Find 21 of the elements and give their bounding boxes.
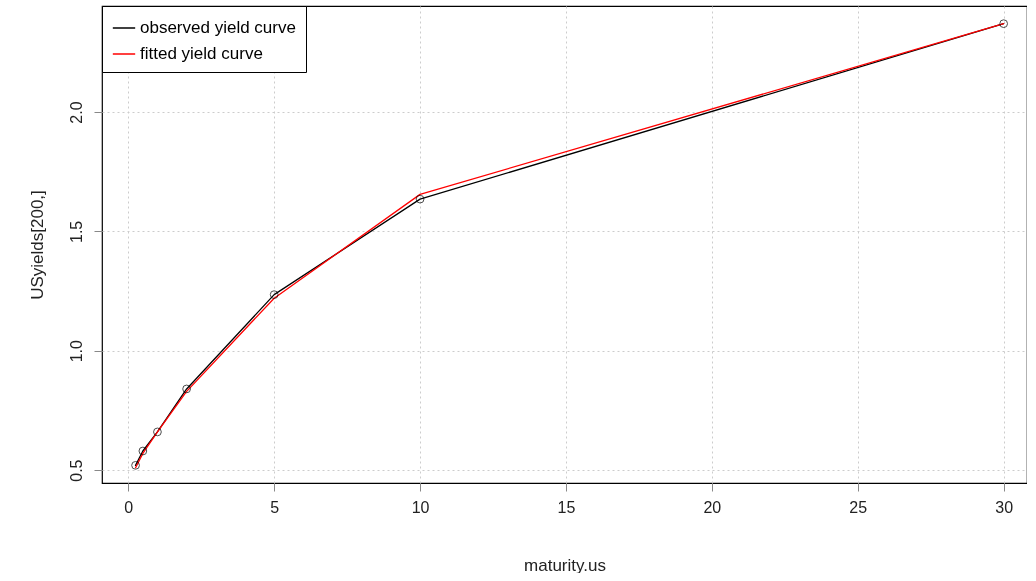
y-tick-label: 0.5 — [67, 459, 85, 482]
y-tick-label: 1.5 — [67, 220, 85, 243]
x-tick-label: 15 — [557, 498, 576, 516]
point — [415, 194, 425, 204]
x-tick-label: 20 — [703, 498, 722, 516]
x-tick-label: 5 — [270, 498, 280, 516]
point — [999, 19, 1009, 29]
point — [182, 384, 191, 394]
x-tick-label: 10 — [411, 498, 430, 516]
legend-label: observed yield curve — [140, 18, 296, 37]
y-axis-title: USyields[200,] — [27, 190, 47, 300]
y-tick-label: 2.0 — [67, 101, 85, 124]
legend-label: fitted yield curve — [140, 44, 263, 63]
x-tick-label: 0 — [124, 498, 134, 516]
point — [153, 427, 162, 437]
point — [131, 460, 140, 470]
point — [269, 290, 279, 299]
y-tick-label: 1.0 — [67, 340, 85, 363]
x-tick-label: 30 — [995, 498, 1014, 516]
x-tick-label: 25 — [849, 498, 868, 516]
point — [138, 446, 148, 456]
